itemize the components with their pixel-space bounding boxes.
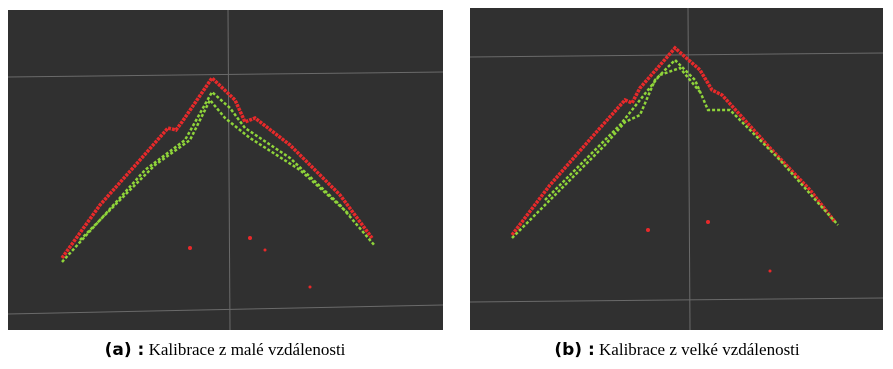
panel-a [8, 10, 443, 330]
point [309, 286, 312, 289]
point [264, 249, 267, 252]
caption-text: Kalibrace z velké vzdálenosti [599, 340, 800, 359]
point [248, 236, 252, 240]
point [706, 220, 710, 224]
page: (a) : Kalibrace z malé vzdálenosti (b) :… [0, 0, 893, 369]
caption-b: (b) : Kalibrace z velké vzdálenosti [467, 340, 887, 360]
viewport [8, 10, 443, 330]
caption-label: (b) : [554, 340, 594, 360]
caption-label: (a) : [105, 340, 145, 360]
point [188, 246, 192, 250]
caption-a: (a) : Kalibrace z malé vzdálenosti [15, 340, 435, 360]
point [769, 270, 772, 273]
panel-b [470, 8, 883, 330]
caption-text: Kalibrace z malé vzdálenosti [149, 340, 346, 359]
figure [0, 0, 893, 330]
point [646, 228, 650, 232]
